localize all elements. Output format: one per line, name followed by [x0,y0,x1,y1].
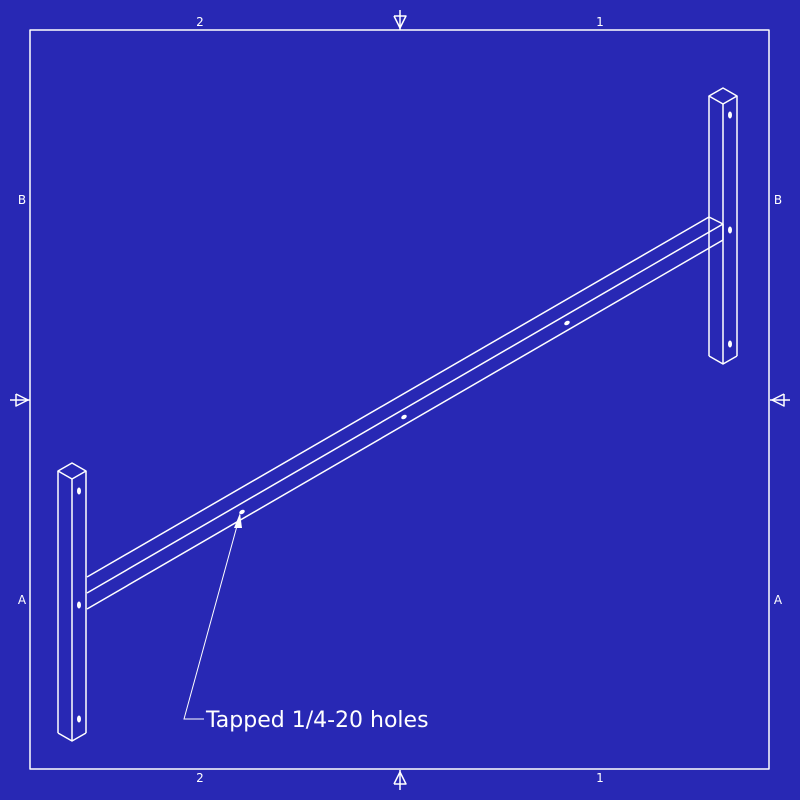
center-mark-bottom [393,770,407,790]
zone-label-left-a: A [18,593,27,607]
zone-label-top-2: 2 [196,15,204,29]
center-mark-left [10,393,30,407]
tapped-holes [77,111,732,723]
center-mark-top [393,10,407,30]
callout-text: Tapped 1/4-20 holes [205,708,429,733]
hole-left-post-mid [77,601,81,609]
drawing-frame [29,29,770,770]
hole-beam-1 [239,509,245,515]
hole-right-post-mid [728,226,732,234]
center-mark-right [770,393,790,407]
hole-beam-2 [401,414,407,420]
zone-label-right-b: B [774,193,782,207]
left-post [57,462,87,742]
hole-beam-3 [564,320,570,326]
zone-label-bottom-1: 1 [596,771,604,785]
zone-label-bottom-2: 2 [196,771,204,785]
cross-beam [86,216,724,610]
zone-label-top-1: 1 [596,15,604,29]
hole-left-post-top [77,487,81,495]
hole-left-post-bottom [77,715,81,723]
zone-label-left-b: B [18,193,26,207]
hole-right-post-top [728,111,732,119]
callout-leader [183,513,242,720]
zone-label-right-a: A [774,593,783,607]
hole-right-post-bottom [728,340,732,348]
